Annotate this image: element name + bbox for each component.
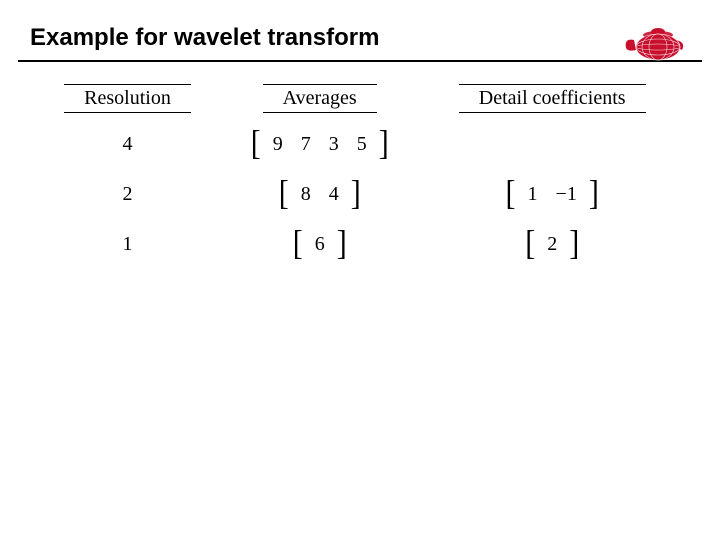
- vector-value: 5: [357, 133, 367, 156]
- wavelet-table-container: Resolution Averages Detail coefficients …: [0, 62, 720, 269]
- cell-averages: [9735]: [205, 119, 434, 169]
- table-header-row: Resolution Averages Detail coefficients: [50, 80, 670, 119]
- page-title: Example for wavelet transform: [30, 24, 690, 52]
- vector-values: 84: [291, 183, 349, 206]
- vector-value: 6: [315, 233, 325, 256]
- cell-averages: [6]: [205, 219, 434, 269]
- table-row: 1[6][2]: [50, 219, 670, 269]
- col-header-resolution: Resolution: [50, 80, 205, 119]
- vector: [6]: [291, 227, 349, 261]
- cell-resolution: 1: [50, 219, 205, 269]
- header: Example for wavelet transform: [0, 0, 720, 60]
- vector-value: 7: [301, 133, 311, 156]
- right-bracket-icon: ]: [349, 177, 363, 212]
- table-body: 4[9735]2[84][1−1]1[6][2]: [50, 119, 670, 269]
- vector: [9735]: [249, 127, 391, 161]
- right-bracket-icon: ]: [377, 127, 391, 162]
- left-bracket-icon: [: [249, 127, 263, 162]
- vector: [1 −1]: [504, 177, 601, 211]
- cell-detail: [434, 119, 670, 169]
- vector-value: 3: [329, 133, 339, 156]
- vector-value: 2: [547, 233, 557, 256]
- wavelet-table: Resolution Averages Detail coefficients …: [50, 80, 670, 269]
- cell-resolution: 4: [50, 119, 205, 169]
- right-bracket-icon: ]: [335, 227, 349, 262]
- left-bracket-icon: [: [523, 227, 537, 262]
- vector-values: 2: [537, 233, 567, 256]
- teapot-icon: [620, 20, 690, 62]
- vector-values: 6: [305, 233, 335, 256]
- cell-resolution: 2: [50, 169, 205, 219]
- left-bracket-icon: [: [504, 177, 518, 212]
- vector: [84]: [277, 177, 363, 211]
- vector-value: 4: [329, 183, 339, 206]
- left-bracket-icon: [: [277, 177, 291, 212]
- vector-value: −1: [556, 183, 577, 206]
- right-bracket-icon: ]: [567, 227, 581, 262]
- vector-value: 9: [273, 133, 283, 156]
- cell-detail: [1 −1]: [434, 169, 670, 219]
- vector-values: 9735: [263, 133, 377, 156]
- vector: [2]: [523, 227, 581, 261]
- cell-averages: [84]: [205, 169, 434, 219]
- table-row: 2[84][1−1]: [50, 169, 670, 219]
- vector-values: 1 −1: [518, 183, 587, 206]
- col-header-averages: Averages: [205, 80, 434, 119]
- vector-value: 8: [301, 183, 311, 206]
- cell-detail: [2]: [434, 219, 670, 269]
- left-bracket-icon: [: [291, 227, 305, 262]
- col-header-detail: Detail coefficients: [434, 80, 670, 119]
- table-row: 4 [9735]: [50, 119, 670, 169]
- vector-value: 1: [528, 183, 538, 206]
- right-bracket-icon: ]: [587, 177, 601, 212]
